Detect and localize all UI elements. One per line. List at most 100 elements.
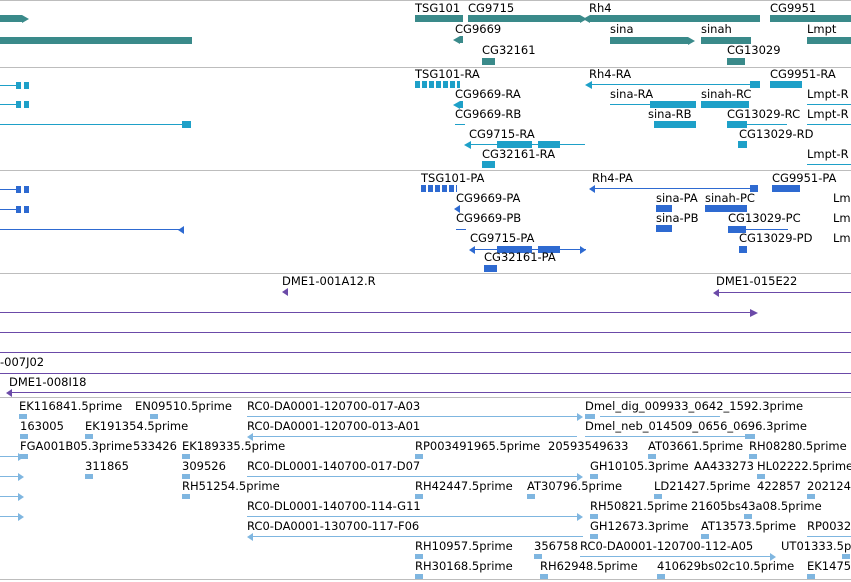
- est-line[interactable]: [807, 536, 851, 537]
- transcript-label: CG13029-RD: [739, 127, 814, 141]
- est-feature[interactable]: [182, 454, 190, 459]
- est-label: EN09510.5prime: [135, 399, 232, 413]
- transcript-exon[interactable]: [650, 101, 696, 108]
- transcript-exon[interactable]: [738, 141, 747, 148]
- est-feature[interactable]: [654, 494, 662, 499]
- est-feature[interactable]: [745, 434, 755, 439]
- transcript-exon[interactable]: [770, 81, 802, 88]
- est-line[interactable]: [253, 436, 577, 437]
- transcript-exon[interactable]: [750, 81, 760, 88]
- gene-feature[interactable]: [460, 36, 463, 43]
- protein-exon[interactable]: [739, 246, 747, 253]
- transcript-line: [807, 164, 851, 165]
- est-feature[interactable]: [648, 454, 656, 459]
- transcript-label: TSG101-RA: [415, 67, 480, 81]
- est-line[interactable]: [247, 516, 577, 517]
- transcript-exon[interactable]: [482, 161, 495, 168]
- clone-line[interactable]: [0, 352, 851, 353]
- gene-feature[interactable]: [727, 58, 745, 65]
- est-feature[interactable]: [415, 554, 423, 559]
- protein-exon[interactable]: [484, 265, 497, 272]
- est-feature[interactable]: [540, 574, 548, 579]
- est-label: RH62948.5prime: [540, 559, 638, 573]
- est-line[interactable]: [0, 476, 18, 477]
- clone-line[interactable]: [719, 292, 851, 293]
- est-feature[interactable]: [182, 474, 190, 479]
- est-feature[interactable]: [415, 454, 423, 459]
- est-line[interactable]: [0, 496, 18, 497]
- clone-line[interactable]: [0, 312, 752, 313]
- protein-exon[interactable]: [772, 185, 800, 192]
- est-feature[interactable]: [85, 474, 93, 479]
- gene-feature[interactable]: [807, 37, 851, 44]
- transcript-exon[interactable]: [182, 121, 191, 128]
- transcript-exon[interactable]: [460, 101, 463, 108]
- transcript-exon[interactable]: [727, 121, 747, 128]
- est-feature[interactable]: [701, 534, 709, 539]
- est-line[interactable]: [247, 416, 577, 417]
- est-feature[interactable]: [85, 434, 93, 439]
- gene-feature[interactable]: [0, 37, 192, 44]
- est-line[interactable]: [580, 556, 770, 557]
- protein-label: sina-PA: [656, 191, 698, 205]
- est-feature[interactable]: [527, 494, 535, 499]
- gene-feature[interactable]: [610, 37, 688, 44]
- est-line[interactable]: [600, 416, 720, 417]
- est-feature[interactable]: [807, 574, 815, 579]
- protein-exon[interactable]: [656, 225, 672, 232]
- est-feature[interactable]: [20, 434, 28, 439]
- gene-label: CG9715: [468, 1, 515, 15]
- strand-arrows: [16, 82, 32, 89]
- clone-line[interactable]: [12, 392, 851, 393]
- gene-feature[interactable]: [0, 15, 22, 22]
- est-feature[interactable]: [590, 474, 598, 479]
- est-feature[interactable]: [415, 494, 423, 499]
- est-feature[interactable]: [749, 454, 757, 459]
- est-line[interactable]: [253, 536, 583, 537]
- transcript-label: CG9669-RB: [455, 107, 522, 121]
- est-feature[interactable]: [534, 554, 542, 559]
- protein-exon[interactable]: [656, 205, 672, 212]
- gene-feature[interactable]: [468, 15, 580, 22]
- est-line[interactable]: [585, 436, 745, 437]
- est-feature[interactable]: [590, 534, 598, 539]
- est-feature[interactable]: [585, 414, 595, 419]
- est-label: RH08280.5prime: [749, 439, 847, 453]
- transcript-exon[interactable]: [497, 141, 532, 148]
- transcript-exon[interactable]: [654, 121, 696, 128]
- est-feature[interactable]: [150, 414, 158, 419]
- protein-exon[interactable]: [705, 205, 747, 212]
- transcript-feature[interactable]: [415, 81, 460, 88]
- est-arrow: [577, 412, 583, 421]
- transcript-exon[interactable]: [701, 101, 749, 108]
- protein-exon[interactable]: [497, 246, 532, 253]
- transcript-exon[interactable]: [538, 141, 560, 148]
- gene-feature[interactable]: [701, 37, 751, 44]
- gene-feature[interactable]: [590, 15, 760, 22]
- est-feature[interactable]: [757, 474, 765, 479]
- gene-feature[interactable]: [415, 15, 463, 22]
- est-feature[interactable]: [20, 454, 28, 459]
- clone-line[interactable]: [0, 332, 851, 333]
- est-line[interactable]: [0, 456, 18, 457]
- est-label: Dmel_neb_014509_0656_0696.3prime: [585, 419, 807, 433]
- est-feature[interactable]: [842, 554, 850, 559]
- protein-exon[interactable]: [728, 226, 746, 233]
- est-feature[interactable]: [807, 494, 815, 499]
- est-line[interactable]: [0, 516, 18, 517]
- protein-exon[interactable]: [750, 185, 758, 192]
- est-feature[interactable]: [744, 514, 752, 519]
- protein-feature[interactable]: [421, 185, 457, 192]
- clone-line[interactable]: [0, 373, 851, 374]
- protein-exon[interactable]: [538, 246, 560, 253]
- gene-feature[interactable]: [482, 58, 495, 65]
- gene-feature[interactable]: [770, 15, 851, 22]
- est-feature[interactable]: [657, 574, 665, 579]
- est-feature[interactable]: [19, 414, 27, 419]
- est-feature[interactable]: [590, 514, 598, 519]
- est-line[interactable]: [247, 476, 577, 477]
- est-feature[interactable]: [415, 574, 423, 579]
- protein-line: [0, 209, 20, 210]
- est-feature[interactable]: [182, 494, 190, 499]
